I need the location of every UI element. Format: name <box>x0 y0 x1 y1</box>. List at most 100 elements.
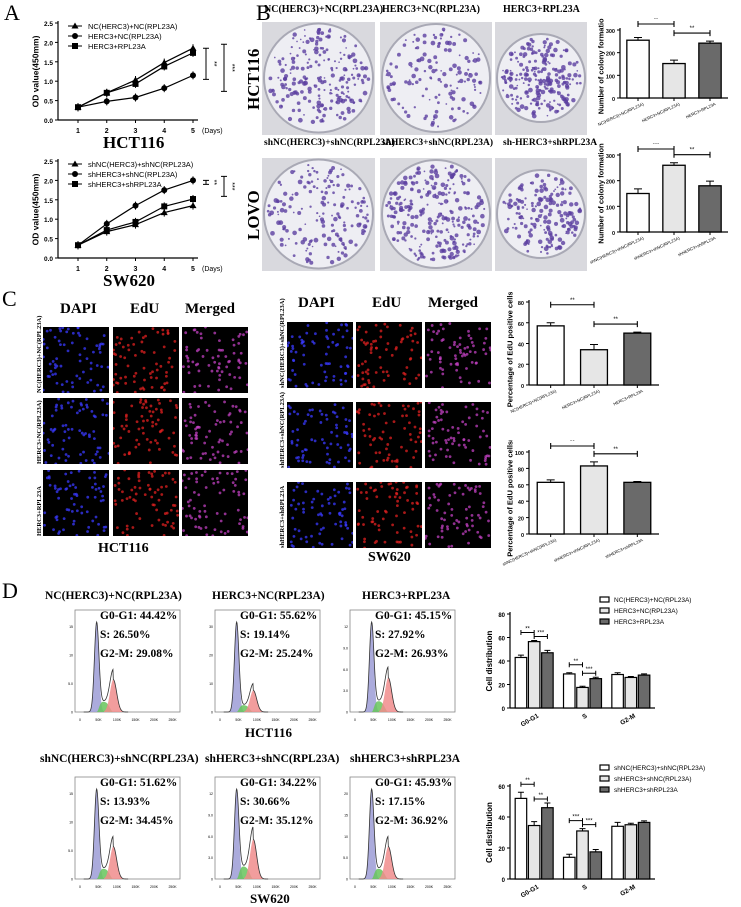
colony <box>387 200 391 205</box>
colony <box>453 256 456 259</box>
cell-nucleus <box>351 375 355 379</box>
colony <box>449 235 455 241</box>
colony <box>438 244 442 248</box>
cell-nucleus <box>72 502 76 506</box>
cell-nucleus <box>141 426 145 430</box>
cell-nucleus <box>157 518 161 522</box>
colony <box>462 109 466 113</box>
cell-nucleus <box>357 364 361 367</box>
cell-nucleus <box>395 465 399 469</box>
colony-plate-image <box>262 158 375 271</box>
cell-nucleus <box>344 523 348 527</box>
colony <box>535 102 540 107</box>
significance-bracket <box>582 670 597 676</box>
cell-nucleus <box>453 340 456 344</box>
colony <box>430 184 433 187</box>
colony <box>471 78 477 83</box>
y-tick-label: 100 <box>606 205 615 211</box>
cell-nucleus <box>340 323 343 327</box>
cell-nucleus <box>145 406 148 410</box>
cell-nucleus <box>412 407 415 411</box>
y-tick-label: 0 <box>71 711 73 715</box>
colony <box>314 49 319 55</box>
colony <box>431 257 436 262</box>
colony <box>396 220 400 224</box>
colony <box>278 62 282 66</box>
circle-marker <box>132 202 139 209</box>
colony <box>531 204 534 208</box>
colony <box>342 223 346 228</box>
cell-nucleus <box>141 406 144 409</box>
cell-nucleus <box>124 381 128 385</box>
colony <box>532 222 537 228</box>
cell-nucleus <box>303 448 307 451</box>
dapi-image <box>287 402 354 469</box>
cell-nucleus <box>334 522 338 526</box>
bar <box>514 797 528 880</box>
colony <box>420 252 423 255</box>
colony <box>332 191 335 195</box>
cell-nucleus <box>361 371 365 375</box>
colony <box>316 35 320 40</box>
colony <box>431 68 436 74</box>
cell-nucleus <box>325 328 328 332</box>
cell-nucleus <box>288 412 292 416</box>
colony <box>572 62 577 67</box>
cell-nucleus <box>123 468 127 472</box>
colony <box>401 236 406 241</box>
cell-nucleus <box>447 438 450 442</box>
cell-nucleus <box>72 519 76 523</box>
colony <box>472 227 477 232</box>
y-tick-label: 60 <box>498 637 505 643</box>
colony <box>537 49 541 53</box>
cell-nucleus <box>197 348 201 351</box>
cell-nucleus <box>431 441 435 445</box>
cell-nucleus <box>296 428 299 432</box>
cell-nucleus <box>432 420 436 424</box>
cell-nucleus <box>430 338 434 342</box>
cell-nucleus <box>296 412 300 416</box>
cell-nucleus <box>138 486 142 490</box>
colony <box>480 223 485 228</box>
colony <box>547 60 550 63</box>
colony <box>551 67 556 71</box>
cell-nucleus <box>428 496 431 500</box>
error-bar <box>579 685 586 688</box>
colony <box>444 240 449 245</box>
cell-nucleus <box>173 339 177 343</box>
cell-nucleus <box>451 425 455 429</box>
colony <box>326 255 330 260</box>
cell-nucleus <box>123 356 127 360</box>
cell-nucleus <box>211 477 215 481</box>
colony <box>411 82 414 86</box>
cell-nucleus <box>295 485 299 489</box>
cell-nucleus <box>55 364 59 368</box>
cell-nucleus <box>67 436 71 440</box>
y-tick-label: 10 <box>209 682 213 686</box>
cell-nucleus <box>88 435 91 439</box>
cell-nucleus <box>413 332 417 336</box>
cell-nucleus <box>61 390 65 394</box>
colony <box>549 197 554 203</box>
cell-nucleus <box>78 334 82 337</box>
cell-nucleus <box>331 340 335 344</box>
colony <box>558 76 562 80</box>
colony <box>534 78 537 81</box>
cell-nucleus <box>325 417 329 421</box>
cell-nucleus <box>333 411 337 415</box>
cell-nucleus <box>401 404 405 408</box>
cell-nucleus <box>196 425 200 429</box>
colony <box>303 185 307 189</box>
cell-nucleus <box>237 490 241 494</box>
cell-nucleus <box>360 338 364 342</box>
colony <box>424 179 427 182</box>
colony <box>317 94 321 97</box>
cell-nucleus <box>347 459 351 463</box>
legend-label: HERC3+NC(RPL23A) <box>88 32 162 41</box>
cell-nucleus <box>199 456 203 460</box>
colony <box>348 188 351 191</box>
colony <box>340 111 345 115</box>
cell-nucleus <box>345 486 348 490</box>
cell-nucleus <box>295 443 299 447</box>
cell-nucleus <box>297 502 301 506</box>
